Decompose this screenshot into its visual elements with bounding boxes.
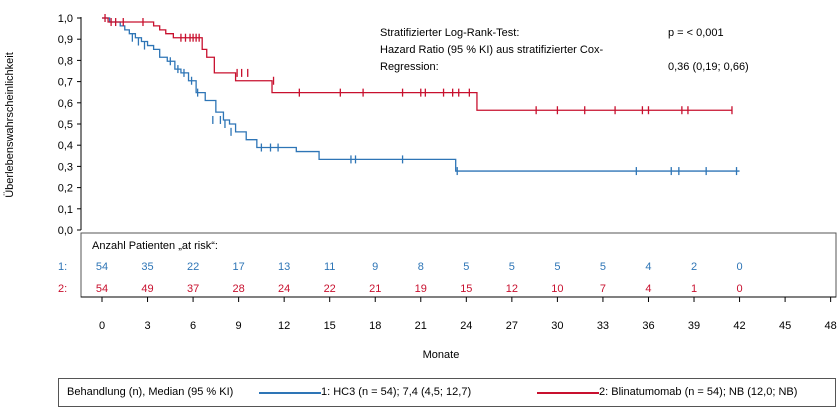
at-risk-count: 2 <box>691 261 697 273</box>
y-tick-label: 1,0 <box>58 13 73 25</box>
at-risk-numbers: 54 35 22 17 13 11 9 8 5 5 5 5 4 2 054 49 37 28 24 22 21 19 15 1… <box>96 261 743 295</box>
at-risk-count: 7 <box>600 283 606 295</box>
at-risk-count: 13 <box>278 261 290 273</box>
x-tick-label: 30 <box>551 320 563 332</box>
at-risk-count: 1 <box>691 283 697 295</box>
at-risk-count: 4 <box>645 261 651 273</box>
at-risk-count: 17 <box>232 261 244 273</box>
at-risk-count: 5 <box>554 261 560 273</box>
at-risk-label-2: 2: <box>58 283 67 295</box>
y-tick-label: 0,7 <box>58 77 73 89</box>
x-tick-label: 0 <box>99 320 105 332</box>
at-risk-count: 37 <box>187 283 199 295</box>
x-tick-label: 42 <box>733 320 745 332</box>
at-risk-count: 9 <box>372 261 378 273</box>
x-tick-label: 39 <box>688 320 700 332</box>
y-tick-label: 0,1 <box>58 204 73 216</box>
x-tick-label: 21 <box>415 320 427 332</box>
annotation-hr-label-2: Regression: <box>380 61 439 73</box>
legend-swatch-hc3 <box>259 392 321 394</box>
annotation-test-label: Stratifizierter Log-Rank-Test: <box>380 27 519 39</box>
at-risk-label-1: 1: <box>58 261 67 273</box>
x-tick-label: 24 <box>460 320 472 332</box>
x-tick-label: 48 <box>825 320 837 332</box>
at-risk-count: 24 <box>278 283 290 295</box>
annotation-hr-value: 0,36 (0,19; 0,66) <box>668 61 749 73</box>
x-tick-label: 27 <box>506 320 518 332</box>
x-ticks: 0 3 6 9 12 15 18 21 24 27 30 33 36 39 42 45 48 <box>99 297 837 332</box>
at-risk-count: 28 <box>232 283 244 295</box>
x-tick-label: 9 <box>236 320 242 332</box>
survival-curve-1 <box>102 17 740 172</box>
x-tick-label: 3 <box>144 320 150 332</box>
y-tick-label: 0,0 <box>58 225 73 237</box>
at-risk-count: 21 <box>369 283 381 295</box>
x-axis-label: Monate <box>423 349 460 361</box>
at-risk-count: 22 <box>187 261 199 273</box>
at-risk-count: 15 <box>460 283 472 295</box>
y-tick-label: 0,8 <box>58 55 73 67</box>
at-risk-count: 12 <box>506 283 518 295</box>
legend-entry-hc3: 1: HC3 (n = 54); 7,4 (4,5; 12,7) <box>321 386 472 398</box>
y-tick-label: 0,3 <box>58 161 73 173</box>
legend-swatch-blinatumomab <box>537 392 599 394</box>
annotation-test-value: p = < 0,001 <box>668 27 724 39</box>
x-tick-label: 33 <box>597 320 609 332</box>
legend: Behandlung (n), Median (95 % KI) 1: HC3 … <box>58 378 836 407</box>
survival-curves <box>102 14 740 176</box>
at-risk-count: 10 <box>551 283 563 295</box>
y-tick-label: 0,6 <box>58 98 73 110</box>
at-risk-count: 22 <box>324 283 336 295</box>
at-risk-count: 54 <box>96 283 108 295</box>
annotation-hr-label-1: Hazard Ratio (95 % KI) aus stratifiziert… <box>380 44 603 56</box>
x-tick-label: 15 <box>324 320 336 332</box>
x-tick-label: 45 <box>779 320 791 332</box>
y-ticks: 0,0 0,1 0,2 0,3 0,4 0,5 0,6 0,7 0,8 0,9 1,0 <box>58 13 81 237</box>
y-axis-label: Überlebenswahrscheinlichkeit <box>4 52 16 198</box>
at-risk-count: 4 <box>645 283 651 295</box>
x-tick-label: 12 <box>278 320 290 332</box>
at-risk-count: 0 <box>736 261 742 273</box>
y-tick-label: 0,4 <box>58 140 73 152</box>
x-tick-label: 18 <box>369 320 381 332</box>
at-risk-count: 11 <box>324 261 335 273</box>
at-risk-count: 54 <box>96 261 108 273</box>
at-risk-count: 5 <box>463 261 469 273</box>
at-risk-count: 0 <box>736 283 742 295</box>
legend-entry-blinatumomab: 2: Blinatumomab (n = 54); NB (12,0; NB) <box>599 386 798 398</box>
legend-title: Behandlung (n), Median (95 % KI) <box>67 386 234 398</box>
x-tick-label: 6 <box>190 320 196 332</box>
x-tick-label: 36 <box>642 320 654 332</box>
at-risk-title: Anzahl Patienten „at risk“: <box>92 240 218 252</box>
at-risk-count: 5 <box>600 261 606 273</box>
at-risk-count: 19 <box>415 283 427 295</box>
y-tick-label: 0,2 <box>58 183 73 195</box>
at-risk-count: 49 <box>141 283 153 295</box>
at-risk-count: 5 <box>509 261 515 273</box>
at-risk-count: 8 <box>418 261 424 273</box>
y-tick-label: 0,9 <box>58 34 73 46</box>
at-risk-count: 35 <box>141 261 153 273</box>
y-axis-label-group: Überlebenswahrscheinlichkeit <box>4 52 16 198</box>
y-tick-label: 0,5 <box>58 119 73 131</box>
